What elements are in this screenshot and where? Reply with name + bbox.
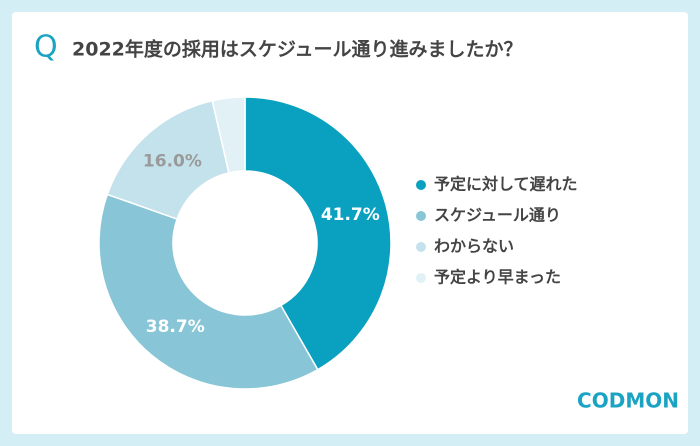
legend-label: 予定より早まった bbox=[434, 268, 561, 287]
logo: CODMON bbox=[577, 389, 679, 413]
value-label: 38.7% bbox=[146, 317, 205, 337]
value-label: 41.7% bbox=[321, 205, 380, 225]
legend-swatch bbox=[416, 211, 426, 221]
slice bbox=[211, 96, 246, 174]
legend-label: わからない bbox=[434, 237, 514, 256]
legend-swatch bbox=[416, 273, 426, 283]
chart-title: 2022年度の採用はスケジュール通り進みましたか？ bbox=[72, 38, 523, 61]
legend-label: スケジュール通り bbox=[434, 206, 561, 225]
slice bbox=[98, 193, 319, 390]
legend-label: 予定に対して遅れた bbox=[434, 175, 578, 194]
slice bbox=[244, 96, 392, 371]
legend-swatch bbox=[416, 180, 426, 190]
title-marker: Q bbox=[34, 30, 58, 65]
legend-swatch bbox=[416, 242, 426, 252]
value-label: 16.0% bbox=[143, 152, 202, 172]
